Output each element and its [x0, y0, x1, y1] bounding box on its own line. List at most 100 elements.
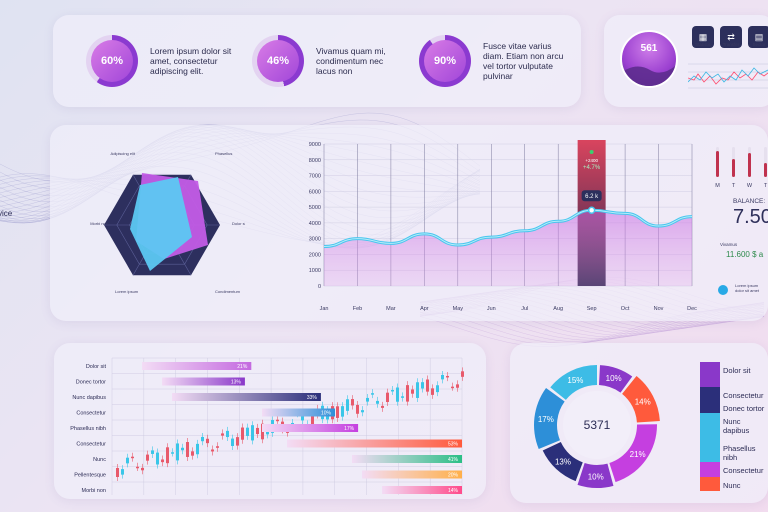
donut-slice[interactable]	[609, 424, 657, 483]
candle	[391, 389, 394, 392]
highlight-dot	[589, 150, 594, 154]
legend-label: Nunc	[723, 481, 741, 490]
donut-slice[interactable]	[534, 387, 565, 449]
x-tick-label: Jan	[320, 306, 329, 312]
candle	[196, 443, 199, 455]
stat-description: Lorem ipsum dolor sit amet, consectetur …	[150, 46, 232, 76]
candle	[146, 454, 149, 461]
gantt-bar-value: 41%	[448, 457, 459, 463]
candle	[161, 459, 164, 463]
candle	[456, 384, 459, 388]
candle	[171, 452, 174, 454]
candle	[431, 388, 434, 395]
candle	[411, 389, 414, 394]
progress-value: 60%	[91, 40, 133, 82]
x-tick-label: Sep	[587, 306, 597, 312]
gantt-bar	[262, 424, 359, 432]
candle	[421, 382, 424, 389]
grid-icon: ▤	[754, 31, 764, 42]
gantt-bar-value: 33%	[307, 395, 318, 401]
legend-label: Nunc dapibus	[723, 417, 750, 435]
progress-value: 90%	[424, 40, 466, 82]
highlight-point[interactable]	[587, 206, 596, 215]
mini-bar	[716, 151, 719, 177]
y-tick-label: 1000	[309, 268, 321, 274]
donut-slice[interactable]	[542, 442, 583, 482]
gantt-bar-value: 14%	[448, 488, 459, 494]
radar-label: Adipiscing elit	[111, 151, 136, 156]
transfer-button[interactable]: ⇄	[720, 26, 742, 48]
radar-label: Phasellus	[215, 151, 232, 156]
gantt-category-label: Morbi non	[82, 488, 106, 494]
candle	[201, 436, 204, 442]
gantt-bar-value: 10%	[321, 411, 332, 417]
candle	[451, 386, 454, 389]
y-tick-label: 4000	[309, 221, 321, 227]
candle	[166, 447, 169, 464]
donut-slice-label: 15%	[567, 376, 583, 385]
donut-slice-label: 14%	[635, 397, 651, 406]
candle	[256, 427, 259, 435]
candle	[206, 438, 209, 444]
chart-icon: ▦	[698, 31, 708, 42]
mini-ring-value: 561	[640, 43, 658, 54]
y-tick-label: 9000	[309, 142, 321, 148]
x-tick-label: Apr	[420, 306, 429, 312]
candle	[141, 467, 144, 471]
donut-slice[interactable]	[550, 365, 597, 400]
progress-ring: 90%	[419, 35, 471, 87]
legend-swatch	[700, 413, 720, 440]
left-edge-text: vice	[0, 209, 13, 218]
x-tick-label: Jul	[521, 306, 528, 312]
transfer-icon: ⇄	[727, 31, 735, 42]
gantt-bar	[162, 377, 245, 386]
candle	[121, 469, 124, 475]
dot-caption: Lorem ipsum dolor sit amet	[735, 283, 760, 293]
y-tick-label: 8000	[309, 158, 321, 164]
legend-swatch	[700, 462, 720, 477]
gantt-bar-value: 20%	[448, 473, 459, 479]
main-line-chart: 9000 8000 7000 6000 5000 4000 3000 2000 1000 0 6.2…	[309, 140, 697, 312]
gantt-category-label: Consectetur	[76, 411, 106, 417]
candle	[226, 430, 229, 438]
candle	[216, 446, 219, 448]
legend-swatch	[700, 400, 720, 413]
candle	[396, 387, 399, 402]
candle	[231, 438, 234, 446]
grid-button[interactable]: ▤	[748, 26, 768, 48]
mini-bar	[764, 163, 767, 177]
chart-button[interactable]: ▦	[692, 26, 714, 48]
candle	[126, 457, 129, 464]
gantt-category-label: Pellentesque	[74, 473, 106, 479]
donut-slice[interactable]	[577, 463, 614, 488]
highlight-top: +2400	[585, 158, 598, 163]
stat-item: 90% Fusce vitae varius diam. Etiam non a…	[419, 35, 569, 87]
candle	[341, 406, 344, 417]
gantt-bar	[382, 486, 462, 494]
x-tick-label: Oct	[621, 306, 630, 312]
mini-bar-label: T	[732, 183, 736, 189]
donut-slice[interactable]	[622, 375, 660, 423]
candle	[136, 466, 139, 469]
stats-panel	[53, 15, 581, 107]
candle	[191, 451, 194, 456]
legend-label: Phasellus nibh	[723, 444, 756, 462]
donut-slice[interactable]	[598, 365, 633, 393]
y-tick-label: 6000	[309, 189, 321, 195]
y-tick-label: 0	[318, 284, 321, 290]
candle	[131, 456, 134, 459]
candle	[371, 393, 374, 395]
mini-bar-label: W	[747, 183, 753, 189]
gantt-bar	[352, 455, 462, 463]
candle	[351, 399, 354, 406]
legend-label: Dolor sit	[723, 366, 751, 375]
candle	[336, 406, 339, 418]
candle	[366, 397, 369, 402]
balance-value: 7.50	[733, 206, 768, 228]
candle	[416, 382, 419, 398]
legend-swatch	[700, 440, 720, 462]
mini-ring: 561	[620, 30, 678, 88]
candle	[186, 442, 189, 457]
y-tick-label: 3000	[309, 237, 321, 243]
mini-bar-label: T	[764, 183, 768, 189]
